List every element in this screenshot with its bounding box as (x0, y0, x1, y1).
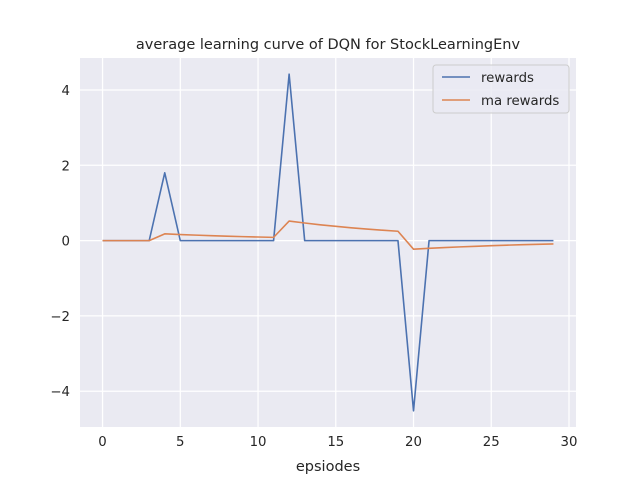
chart-title: average learning curve of DQN for StockL… (136, 37, 521, 53)
x-tick-label: 30 (561, 435, 578, 450)
legend-label: ma rewards (481, 94, 559, 109)
series-line-ma-rewards (102, 220, 554, 250)
grid (80, 58, 576, 427)
series-lines (102, 73, 554, 412)
x-axis-label: epsiodes (296, 459, 360, 475)
series-line-rewards (102, 73, 554, 412)
x-tick-label: 25 (483, 435, 500, 450)
y-tick-label: 2 (62, 159, 70, 174)
y-tick-label: 0 (62, 235, 70, 250)
x-tick-label: 20 (405, 435, 422, 450)
plot-area (80, 58, 576, 427)
y-tick-label: 4 (62, 84, 70, 99)
y-tick-label: −4 (50, 385, 70, 400)
x-tick-label: 10 (250, 435, 267, 450)
x-tick-label: 0 (98, 435, 106, 450)
legend: rewards ma rewards (432, 64, 570, 114)
y-tick-label: −2 (50, 310, 70, 325)
legend-label: rewards (481, 71, 534, 86)
tick-labels: 0 5 10 15 20 25 30 −4 −2 0 2 4 (50, 84, 577, 450)
x-tick-label: 15 (327, 435, 344, 450)
x-tick-label: 5 (176, 435, 184, 450)
